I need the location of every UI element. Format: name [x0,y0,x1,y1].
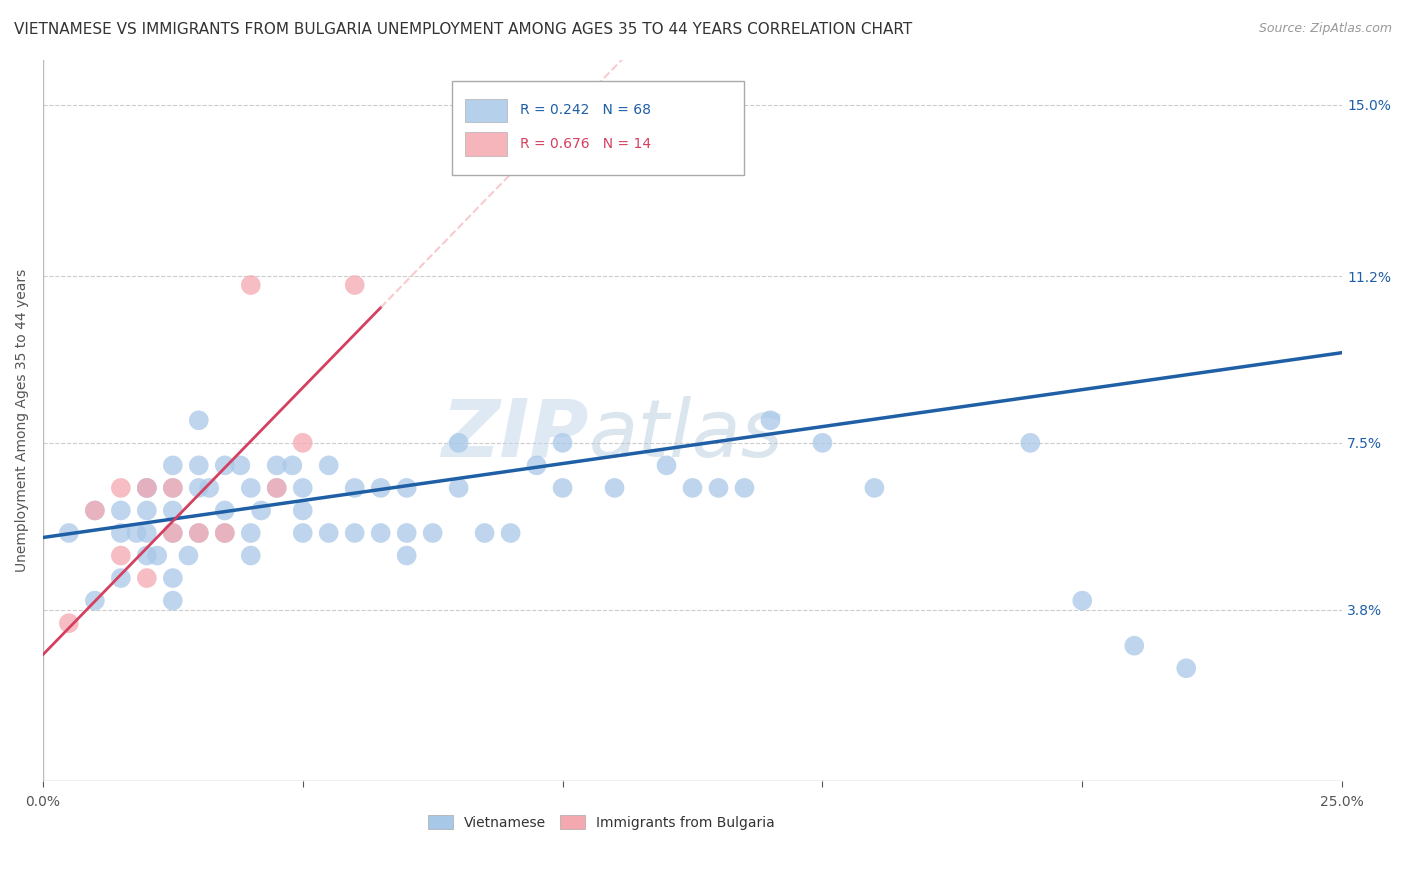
Point [291,435,314,450]
Point [162,571,184,585]
Point [135,481,157,495]
Point [162,503,184,517]
Point [198,481,221,495]
Point [83,593,105,607]
Point [266,481,288,495]
FancyBboxPatch shape [465,132,506,155]
Point [214,458,236,473]
Point [499,526,522,541]
Point [395,549,418,563]
Point [343,526,366,541]
Point [162,481,184,495]
Point [291,526,314,541]
Point [707,481,730,495]
Point [187,481,209,495]
Point [343,278,366,293]
FancyBboxPatch shape [465,98,506,121]
Point [734,481,756,495]
Point [266,458,288,473]
Point [266,481,288,495]
Text: atlas: atlas [589,396,783,474]
Point [135,503,157,517]
Point [655,458,678,473]
Point [318,526,340,541]
Point [110,503,132,517]
Point [162,526,184,541]
Text: VIETNAMESE VS IMMIGRANTS FROM BULGARIA UNEMPLOYMENT AMONG AGES 35 TO 44 YEARS CO: VIETNAMESE VS IMMIGRANTS FROM BULGARIA U… [14,22,912,37]
Point [239,481,262,495]
Point [162,481,184,495]
Point [162,458,184,473]
Point [58,526,80,541]
Point [214,526,236,541]
Point [447,481,470,495]
Point [83,503,105,517]
Point [187,526,209,541]
Point [187,413,209,427]
Text: R = 0.676   N = 14: R = 0.676 N = 14 [520,137,651,151]
Point [110,549,132,563]
Point [526,458,548,473]
Point [447,435,470,450]
Point [291,481,314,495]
Point [370,526,392,541]
Point [1019,435,1042,450]
Point [214,503,236,517]
Point [318,458,340,473]
Point [759,413,782,427]
Point [162,593,184,607]
Point [682,481,704,495]
Point [135,549,157,563]
Point [83,503,105,517]
Point [239,278,262,293]
Point [370,481,392,495]
Point [1071,593,1094,607]
Point [214,526,236,541]
Text: Source: ZipAtlas.com: Source: ZipAtlas.com [1258,22,1392,36]
Point [110,526,132,541]
Point [343,481,366,495]
Point [239,549,262,563]
Point [229,458,252,473]
Point [603,481,626,495]
Point [58,616,80,631]
Point [125,526,148,541]
Text: ZIP: ZIP [441,396,589,474]
FancyBboxPatch shape [453,81,745,175]
Point [395,481,418,495]
Point [135,571,157,585]
Text: R = 0.242   N = 68: R = 0.242 N = 68 [520,103,651,117]
Point [110,481,132,495]
Point [422,526,444,541]
Point [474,526,496,541]
Point [135,481,157,495]
Point [187,526,209,541]
Point [551,481,574,495]
Point [281,458,304,473]
Point [1123,639,1146,653]
Point [177,549,200,563]
Point [135,526,157,541]
Point [551,435,574,450]
Point [162,526,184,541]
Point [187,458,209,473]
Point [146,549,169,563]
Point [110,571,132,585]
Point [135,481,157,495]
Point [863,481,886,495]
Point [811,435,834,450]
Point [395,526,418,541]
Legend: Vietnamese, Immigrants from Bulgaria: Vietnamese, Immigrants from Bulgaria [423,809,780,835]
Point [250,503,273,517]
Point [239,526,262,541]
Y-axis label: Unemployment Among Ages 35 to 44 years: Unemployment Among Ages 35 to 44 years [15,268,30,572]
Point [291,503,314,517]
Point [1175,661,1198,675]
